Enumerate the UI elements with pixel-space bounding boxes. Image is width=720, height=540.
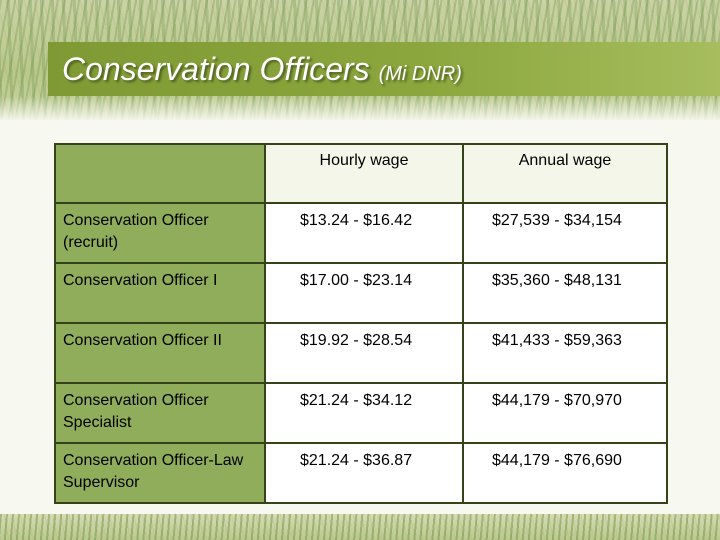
table-row: Conservation Officer I $17.00 - $23.14 $… [54,262,668,324]
row-title: Conservation Officer (recruit) [54,202,266,264]
annual-wage-cell: $35,360 - $48,131 [462,262,668,324]
grass-footer-background [0,514,720,540]
annual-wage-cell: $41,433 - $59,363 [462,322,668,384]
title-band [48,42,720,96]
hourly-wage-cell: $13.24 - $16.42 [264,202,464,264]
hourly-wage-cell: $21.24 - $34.12 [264,382,464,444]
hourly-wage-cell: $17.00 - $23.14 [264,262,464,324]
annual-wage-cell: $44,179 - $70,970 [462,382,668,444]
header-hourly-wage: Hourly wage [264,143,464,204]
row-title: Conservation Officer I [54,262,266,324]
header-fade [0,96,720,122]
hourly-wage-cell: $21.24 - $36.87 [264,442,464,504]
header-annual-wage: Annual wage [462,143,668,204]
table-row: Conservation Officer-Law Supervisor $21.… [54,442,668,504]
hourly-wage-cell: $19.92 - $28.54 [264,322,464,384]
annual-wage-cell: $27,539 - $34,154 [462,202,668,264]
row-title: Conservation Officer II [54,322,266,384]
slide-title: Conservation Officers (Mi DNR) [62,51,462,88]
header-corner-cell [54,143,266,204]
table-row: Conservation Officer Specialist $21.24 -… [54,382,668,444]
slide-subtitle: (Mi DNR) [378,63,462,85]
annual-wage-cell: $44,179 - $76,690 [462,442,668,504]
slide-title-main: Conservation Officers [62,51,370,87]
row-title: Conservation Officer Specialist [54,382,266,444]
table-row: Conservation Officer II $19.92 - $28.54 … [54,322,668,384]
table-header-row: Hourly wage Annual wage [54,143,668,204]
row-title: Conservation Officer-Law Supervisor [54,442,266,504]
wage-table: Hourly wage Annual wage Conservation Off… [54,143,668,504]
table-row: Conservation Officer (recruit) $13.24 - … [54,202,668,264]
